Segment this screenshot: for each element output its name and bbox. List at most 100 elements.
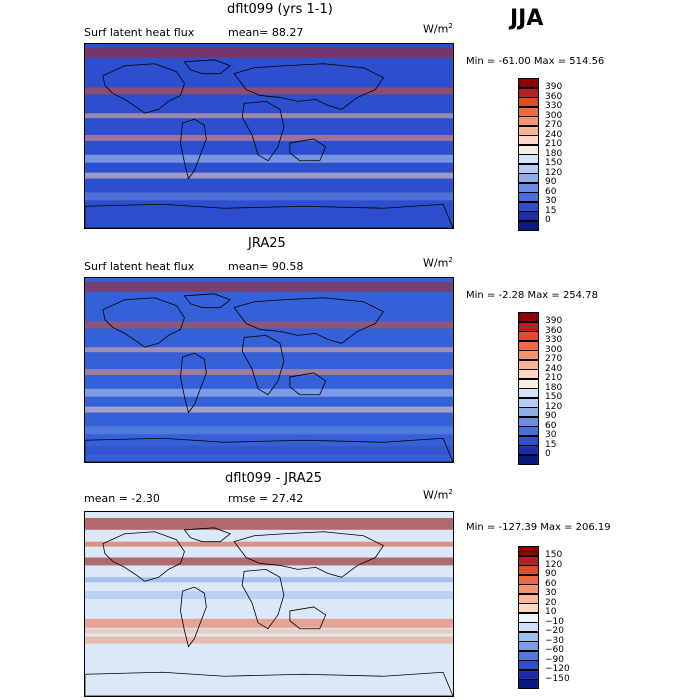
coastline: [102, 531, 185, 582]
colorbar-tick-label: 180: [545, 148, 563, 159]
colorbar-tick-label: 270: [545, 120, 563, 130]
map-shading-band: [85, 113, 453, 119]
map-shading-band: [85, 426, 453, 435]
coastline: [241, 568, 285, 630]
colorbar-tick-label: 0: [545, 449, 551, 459]
colorbar-cell: [518, 679, 539, 690]
colorbar-tick-label: 150: [545, 158, 563, 168]
map-shading-band: [85, 541, 453, 547]
map-shading-band: [85, 446, 453, 456]
panel1-minmax: Min = -61.00 Max = 514.56: [466, 56, 605, 67]
coastline: [233, 63, 384, 110]
colorbar-tick-label: 330: [545, 335, 563, 345]
map-shading-band: [85, 321, 453, 329]
coastline: [289, 372, 327, 396]
colorbar-tick-label: 210: [545, 373, 563, 383]
map-shading-band: [85, 87, 453, 95]
coastline: [85, 203, 453, 228]
coastline: [180, 586, 207, 648]
panel1-units: W/m2: [423, 22, 453, 36]
colorbar-tick-label: 60: [545, 186, 557, 197]
colorbar-tick-label: −30: [545, 635, 564, 646]
panel3-units: W/m2: [423, 488, 453, 502]
coastline: [233, 531, 384, 578]
panel2-minmax: Min = -2.28 Max = 254.78: [466, 290, 598, 301]
coastline: [180, 118, 207, 180]
panel3-title: dflt099 - JRA25: [225, 471, 323, 486]
coastline: [241, 100, 285, 162]
colorbar-tick-label: 330: [545, 101, 563, 111]
map-shading-band: [85, 517, 453, 530]
colorbar-tick-label: −90: [545, 654, 564, 665]
panel1-title: dflt099 (yrs 1-1): [227, 2, 333, 17]
map-shading-band: [85, 172, 453, 179]
colorbar-cell: [518, 220, 539, 231]
colorbar-tick-label: 240: [545, 363, 563, 374]
map-shading-band: [85, 557, 453, 566]
colorbar-tick-label: −60: [545, 645, 564, 655]
map-shading-band: [85, 47, 453, 58]
panel2-field-label: Surf latent heat flux: [84, 260, 195, 273]
map-background: [85, 512, 453, 696]
coastline: [85, 437, 453, 462]
map-shading-band: [85, 212, 453, 222]
map-shading-band: [85, 369, 453, 375]
panel3-mean: mean = -2.30: [84, 492, 160, 505]
colorbar-tick-label: 240: [545, 129, 563, 140]
panel2-mean: mean= 90.58: [228, 260, 304, 273]
colorbar-tick-label: 120: [545, 167, 563, 178]
map-shading-band: [85, 281, 453, 292]
colorbar-tick-label: −150: [545, 673, 570, 684]
colorbar-tick-label: −120: [545, 664, 570, 674]
panel3-minmax: Min = -127.39 Max = 206.19: [466, 522, 611, 533]
colorbar-tick-label: 15: [545, 439, 557, 450]
coastline: [233, 297, 384, 344]
coastline: [183, 59, 232, 75]
panel2-title: JRA25: [248, 236, 286, 251]
coastline: [102, 63, 185, 114]
panel1-map: [84, 43, 454, 229]
map-shading-band: [85, 591, 453, 600]
colorbar-tick-label: 120: [545, 559, 563, 570]
map-shading-band: [85, 618, 453, 628]
colorbar-tick-label: 30: [545, 196, 557, 206]
coastline: [289, 606, 327, 630]
map-shading-band: [85, 347, 453, 353]
colorbar-tick-label: 360: [545, 325, 563, 336]
panel3-rmse: rmse = 27.42: [228, 492, 304, 505]
colorbar-tick-label: 390: [545, 82, 563, 92]
panel1-field-label: Surf latent heat flux: [84, 26, 195, 39]
map-shading-band: [85, 636, 453, 644]
colorbar-tick-label: 30: [545, 588, 557, 598]
colorbar-tick-label: 300: [545, 110, 563, 121]
colorbar-tick-label: 90: [545, 177, 557, 187]
colorbar-tick-label: −10: [545, 616, 564, 627]
coastline: [102, 297, 185, 348]
colorbar-tick-label: 270: [545, 354, 563, 364]
colorbar-tick-label: 390: [545, 316, 563, 326]
coastline: [183, 527, 232, 543]
colorbar-tick-label: 60: [545, 578, 557, 589]
map-shading-band: [85, 192, 453, 201]
coastline: [241, 334, 285, 396]
map-shading-band: [85, 135, 453, 141]
colorbar-tick-label: 150: [545, 392, 563, 402]
colorbar-tick-label: 210: [545, 139, 563, 149]
coastline: [289, 138, 327, 162]
colorbar-tick-label: 60: [545, 420, 557, 431]
colorbar-cell: [518, 454, 539, 465]
colorbar-tick-label: 90: [545, 569, 557, 579]
coastline: [180, 352, 207, 414]
colorbar-tick-label: 0: [545, 215, 551, 225]
colorbar-tick-label: 150: [545, 550, 563, 560]
colorbar-tick-label: −20: [545, 626, 564, 636]
colorbar-tick-label: 120: [545, 401, 563, 412]
map-shading-band: [85, 406, 453, 413]
map-shading-band: [85, 628, 453, 634]
colorbar-tick-label: 15: [545, 205, 557, 216]
colorbar-tick-label: 90: [545, 411, 557, 421]
coastline: [85, 671, 453, 696]
panel2-units: W/m2: [423, 256, 453, 270]
panel3-map: [84, 511, 454, 697]
season-title: JJA: [510, 6, 544, 31]
